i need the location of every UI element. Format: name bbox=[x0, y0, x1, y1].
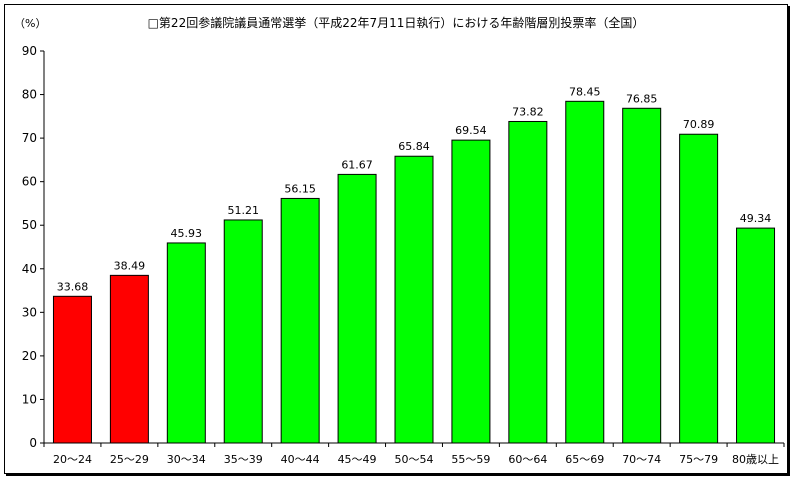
y-tick-label: 20 bbox=[22, 349, 37, 363]
y-tick-label: 70 bbox=[22, 131, 37, 145]
x-tick-label: 75～79 bbox=[679, 453, 718, 466]
bar-35～39 bbox=[223, 219, 263, 444]
bar-65～69 bbox=[565, 100, 605, 444]
value-labels: 33.68 38.49 45.93 51.21 56.15 61.67 65.84 69.54… bbox=[57, 85, 772, 293]
bar-50～54 bbox=[394, 155, 434, 444]
chart-title: □第22回参議院議員通常選挙（平成22年7月11日執行）における年齢階層別投票率… bbox=[148, 15, 645, 30]
y-tick-label: 80 bbox=[22, 88, 37, 102]
value-label: 78.45 bbox=[569, 85, 601, 98]
x-tick-label: 50～54 bbox=[395, 453, 434, 466]
bar-30～34 bbox=[166, 242, 206, 444]
x-tick-labels: 20～24 25～29 30～34 35～39 40～44 45～49 50～54 55～59… bbox=[53, 453, 779, 466]
bar-25～29 bbox=[109, 274, 149, 444]
y-tick-label: 10 bbox=[22, 392, 37, 406]
value-label: 70.89 bbox=[683, 118, 715, 131]
bar-45～49 bbox=[337, 173, 377, 444]
value-label: 76.85 bbox=[626, 92, 658, 105]
value-label: 69.54 bbox=[455, 124, 487, 137]
y-tick-label: 30 bbox=[22, 305, 37, 319]
bars bbox=[52, 100, 776, 444]
x-tick-label: 40～44 bbox=[281, 453, 320, 466]
bar-75～79 bbox=[679, 133, 719, 444]
x-tick-label: 20～24 bbox=[53, 453, 92, 466]
value-label: 61.67 bbox=[341, 158, 373, 171]
value-label: 33.68 bbox=[57, 280, 89, 293]
y-tick-label: 50 bbox=[22, 218, 37, 232]
y-tick-label: 60 bbox=[22, 175, 37, 189]
value-label: 49.34 bbox=[740, 212, 772, 225]
bar-60～64 bbox=[508, 120, 548, 444]
bar-80歳以上 bbox=[736, 227, 776, 444]
x-tick-label: 25～29 bbox=[110, 453, 149, 466]
x-tick-label: 80歳以上 bbox=[732, 453, 779, 466]
value-label: 56.15 bbox=[284, 182, 316, 195]
y-tick-label: 90 bbox=[22, 44, 37, 58]
y-tick-label: 40 bbox=[22, 262, 37, 276]
value-label: 45.93 bbox=[171, 227, 203, 240]
value-label: 51.21 bbox=[227, 204, 259, 217]
x-tick-label: 35～39 bbox=[224, 453, 263, 466]
x-tick-label: 30～34 bbox=[167, 453, 206, 466]
x-tick-label: 55～59 bbox=[451, 453, 490, 466]
value-label: 65.84 bbox=[398, 140, 430, 153]
x-tick-label: 45～49 bbox=[338, 453, 377, 466]
x-tick-label: 70～74 bbox=[622, 453, 661, 466]
value-label: 73.82 bbox=[512, 105, 544, 118]
bar-55～59 bbox=[451, 139, 491, 444]
bar-70～74 bbox=[622, 107, 662, 444]
x-tick-label: 60～64 bbox=[508, 453, 547, 466]
x-tick-label: 65～69 bbox=[565, 453, 604, 466]
y-tick-label: 0 bbox=[29, 436, 37, 450]
value-label: 38.49 bbox=[114, 259, 146, 272]
bar-20～24 bbox=[52, 295, 92, 444]
bar-40～44 bbox=[280, 197, 320, 444]
y-axis-unit-label: （%） bbox=[14, 17, 46, 30]
